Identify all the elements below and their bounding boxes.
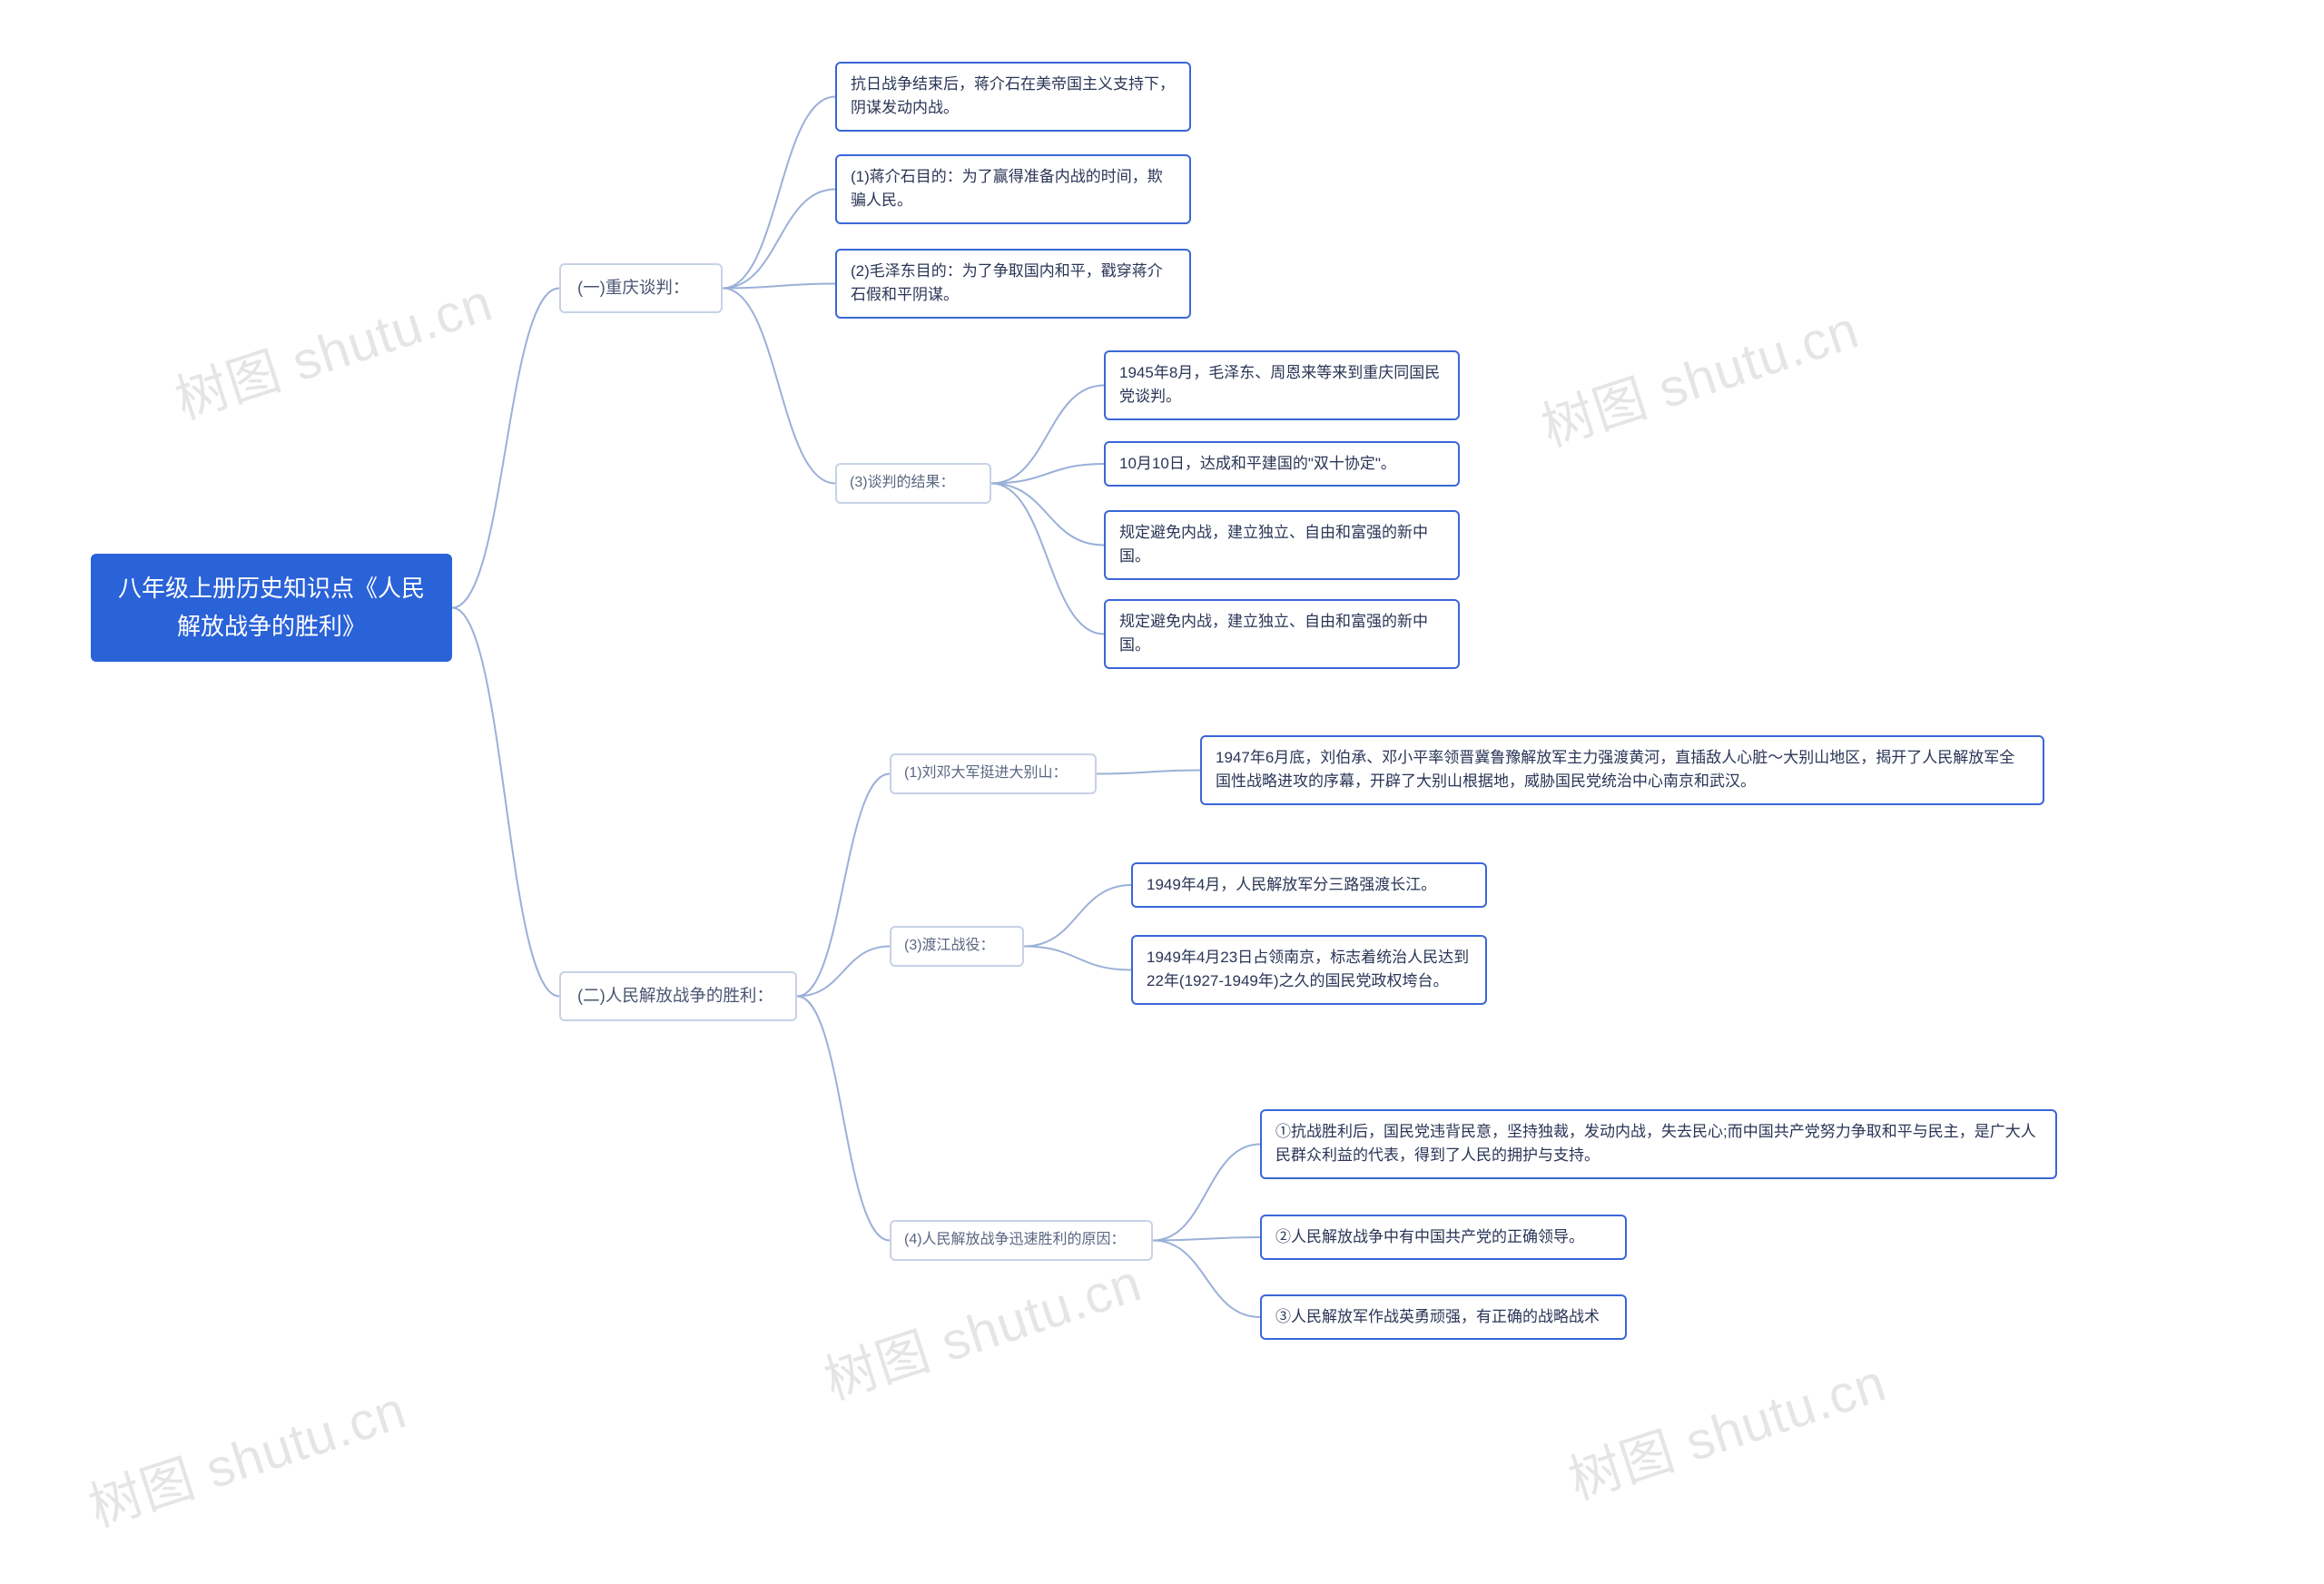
- connector: [797, 947, 890, 997]
- sub-negotiation-result: (3)谈判的结果：: [835, 463, 991, 504]
- connector: [723, 289, 835, 484]
- watermark: 树图 shutu.cn: [164, 260, 501, 434]
- connector: [723, 284, 835, 289]
- leaf-dujang-2: 1949年4月23日占领南京，标志着统治人民达到22年(1927-1949年)之…: [1131, 935, 1487, 1005]
- connector: [452, 608, 559, 997]
- leaf-reason-1: ①抗战胜利后，国民党违背民意，坚持独裁，发动内战，失去民心;而中国共产党努力争取…: [1260, 1109, 2057, 1179]
- leaf-b1-2: (1)蒋介石目的：为了赢得准备内战的时间，欺骗人民。: [835, 154, 1191, 224]
- connector: [797, 997, 890, 1241]
- connector: [1097, 771, 1200, 774]
- leaf-result-4: 规定避免内战，建立独立、自由和富强的新中国。: [1104, 599, 1460, 669]
- connector: [991, 386, 1104, 484]
- connector: [1153, 1237, 1260, 1241]
- watermark: 树图 shutu.cn: [1531, 287, 1867, 461]
- connector: [797, 774, 890, 997]
- leaf-b1-1: 抗日战争结束后，蒋介石在美帝国主义支持下，阴谋发动内战。: [835, 62, 1191, 132]
- connector: [991, 484, 1104, 635]
- sub-reasons: (4)人民解放战争迅速胜利的原因：: [890, 1220, 1153, 1261]
- leaf-reason-3: ③人民解放军作战英勇顽强，有正确的战略战术: [1260, 1294, 1627, 1340]
- connector: [1153, 1145, 1260, 1241]
- leaf-b1-3: (2)毛泽东目的：为了争取国内和平，戳穿蒋介石假和平阴谋。: [835, 249, 1191, 319]
- leaf-reason-2: ②人民解放战争中有中国共产党的正确领导。: [1260, 1215, 1627, 1260]
- leaf-result-2: 10月10日，达成和平建国的"双十协定"。: [1104, 441, 1460, 487]
- connector: [723, 97, 835, 289]
- connector: [1024, 885, 1131, 947]
- connector: [723, 190, 835, 289]
- sub-liudeng: (1)刘邓大军挺进大别山：: [890, 753, 1097, 794]
- branch-victory: (二)人民解放战争的胜利：: [559, 971, 797, 1021]
- branch-chongqing: (一)重庆谈判：: [559, 263, 723, 313]
- connector: [991, 464, 1104, 484]
- root-node: 八年级上册历史知识点《人民解放战争的胜利》: [91, 554, 452, 662]
- watermark: 树图 shutu.cn: [813, 1240, 1150, 1414]
- sub-dujang: (3)渡江战役：: [890, 926, 1024, 967]
- watermark: 树图 shutu.cn: [1558, 1340, 1895, 1514]
- connector: [1153, 1241, 1260, 1318]
- leaf-liudeng-detail: 1947年6月底，刘伯承、邓小平率领晋冀鲁豫解放军主力强渡黄河，直插敌人心脏～大…: [1200, 735, 2044, 805]
- connector: [1024, 947, 1131, 970]
- leaf-result-1: 1945年8月，毛泽东、周恩来等来到重庆同国民党谈判。: [1104, 350, 1460, 420]
- connector: [991, 484, 1104, 546]
- leaf-result-3: 规定避免内战，建立独立、自由和富强的新中国。: [1104, 510, 1460, 580]
- connector: [452, 289, 559, 608]
- leaf-dujang-1: 1949年4月，人民解放军分三路强渡长江。: [1131, 862, 1487, 908]
- watermark: 树图 shutu.cn: [78, 1367, 415, 1541]
